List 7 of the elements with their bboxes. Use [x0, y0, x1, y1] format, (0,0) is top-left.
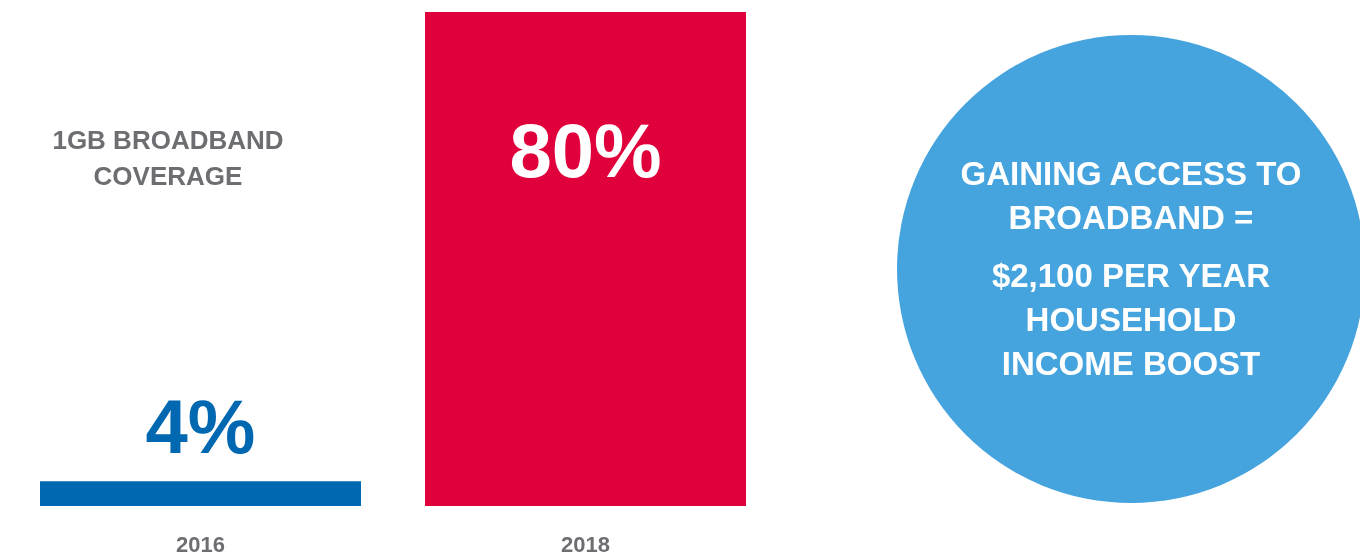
data-label: 80%: [509, 108, 662, 193]
x-tick-label: 2016: [176, 531, 225, 557]
x-tick-label: 2018: [561, 531, 610, 557]
text: $2,100 PER YEAR HOUSEHOLD INCOME BOOST: [990, 256, 1272, 384]
text: GAINING ACCESS TO BROADBAND =: [959, 154, 1303, 238]
text: 1GB BROADBAND COVERAGE: [51, 124, 285, 193]
data-label: 4%: [145, 384, 256, 470]
